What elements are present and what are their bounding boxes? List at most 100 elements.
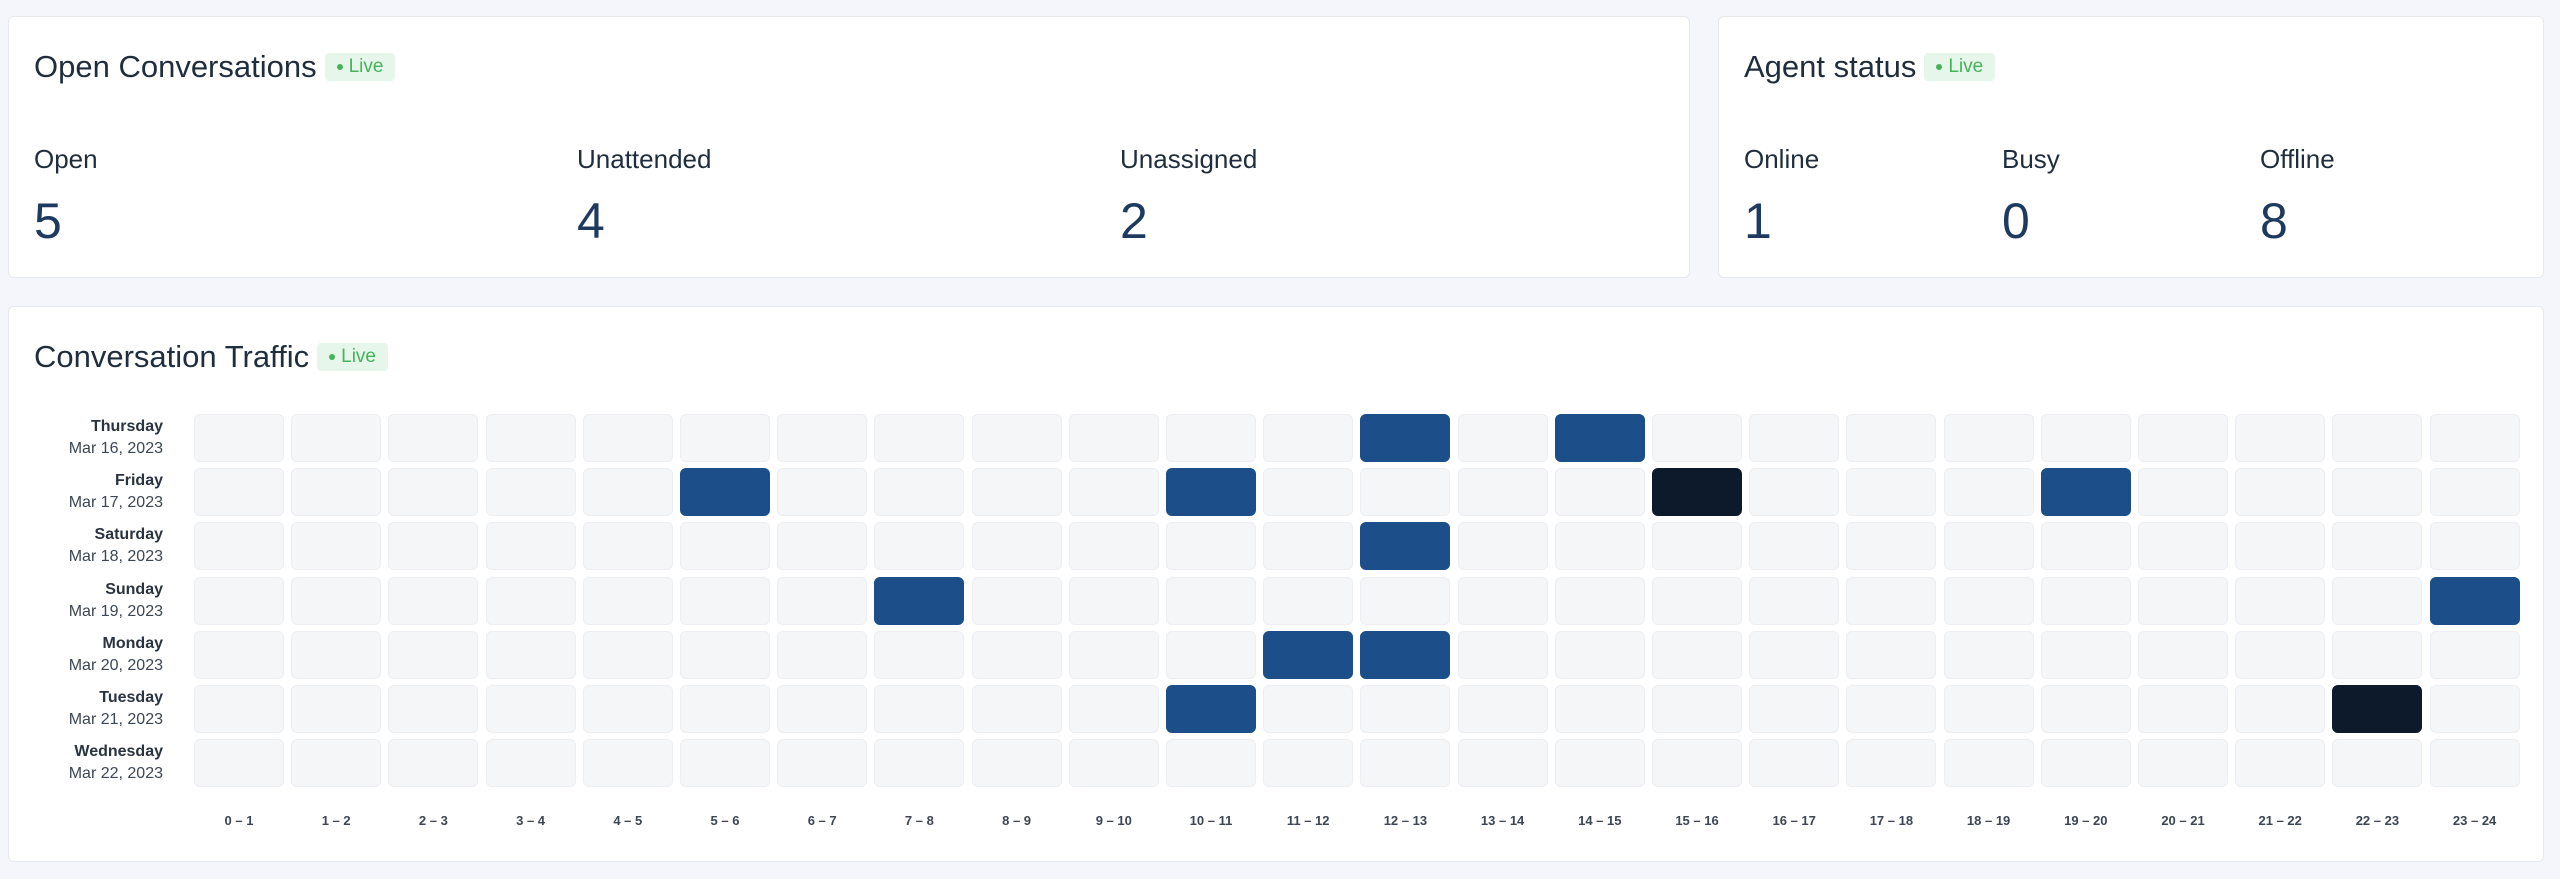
heatmap-cell[interactable] xyxy=(680,630,770,679)
heatmap-cell[interactable] xyxy=(1943,739,2034,788)
heatmap-cell[interactable] xyxy=(1166,630,1256,679)
heatmap-cell[interactable] xyxy=(1068,414,1159,462)
heatmap-cell[interactable] xyxy=(2429,739,2520,788)
heatmap-cell[interactable] xyxy=(1652,576,1742,625)
heatmap-cell[interactable] xyxy=(1457,468,1548,517)
heatmap-cell[interactable] xyxy=(582,414,673,462)
heatmap-cell[interactable] xyxy=(1263,685,1354,733)
heatmap-cell[interactable] xyxy=(1068,685,1159,733)
heatmap-cell[interactable] xyxy=(1263,630,1354,679)
heatmap-cell[interactable] xyxy=(2429,685,2520,733)
heatmap-cell[interactable] xyxy=(2332,576,2423,625)
heatmap-cell[interactable] xyxy=(777,468,868,517)
heatmap-cell[interactable] xyxy=(1457,522,1548,571)
heatmap-cell[interactable] xyxy=(388,522,479,571)
heatmap-cell[interactable] xyxy=(1166,414,1256,462)
heatmap-cell[interactable] xyxy=(874,414,965,462)
heatmap-cell[interactable] xyxy=(2138,739,2228,788)
heatmap-cell[interactable] xyxy=(582,468,673,517)
heatmap-cell[interactable] xyxy=(2040,414,2131,462)
heatmap-cell[interactable] xyxy=(777,522,868,571)
heatmap-cell[interactable] xyxy=(2235,522,2326,571)
heatmap-cell[interactable] xyxy=(2332,414,2423,462)
heatmap-cell[interactable] xyxy=(2235,630,2326,679)
heatmap-cell[interactable] xyxy=(388,685,479,733)
heatmap-cell[interactable] xyxy=(874,739,965,788)
heatmap-cell[interactable] xyxy=(1749,522,1840,571)
heatmap-cell[interactable] xyxy=(1263,414,1354,462)
heatmap-cell[interactable] xyxy=(1652,630,1742,679)
heatmap-cell[interactable] xyxy=(194,468,284,517)
heatmap-cell[interactable] xyxy=(1360,739,1451,788)
heatmap-cell[interactable] xyxy=(1846,685,1937,733)
heatmap-cell[interactable] xyxy=(2040,522,2131,571)
heatmap-cell[interactable] xyxy=(1554,414,1645,462)
heatmap-cell[interactable] xyxy=(2138,468,2228,517)
heatmap-cell[interactable] xyxy=(1846,739,1937,788)
heatmap-cell[interactable] xyxy=(1749,739,1840,788)
heatmap-cell[interactable] xyxy=(485,468,576,517)
heatmap-cell[interactable] xyxy=(388,468,479,517)
heatmap-cell[interactable] xyxy=(2332,468,2423,517)
heatmap-cell[interactable] xyxy=(388,630,479,679)
heatmap-cell[interactable] xyxy=(2138,630,2228,679)
heatmap-cell[interactable] xyxy=(2040,739,2131,788)
heatmap-cell[interactable] xyxy=(777,630,868,679)
heatmap-cell[interactable] xyxy=(485,576,576,625)
heatmap-cell[interactable] xyxy=(874,576,965,625)
heatmap-cell[interactable] xyxy=(1263,739,1354,788)
heatmap-cell[interactable] xyxy=(1457,739,1548,788)
heatmap-cell[interactable] xyxy=(971,414,1062,462)
heatmap-cell[interactable] xyxy=(971,468,1062,517)
heatmap-cell[interactable] xyxy=(1749,414,1840,462)
heatmap-cell[interactable] xyxy=(1068,468,1159,517)
heatmap-cell[interactable] xyxy=(194,576,284,625)
heatmap-cell[interactable] xyxy=(777,576,868,625)
heatmap-cell[interactable] xyxy=(194,685,284,733)
heatmap-cell[interactable] xyxy=(582,630,673,679)
heatmap-cell[interactable] xyxy=(1166,468,1256,517)
heatmap-cell[interactable] xyxy=(2332,739,2423,788)
heatmap-cell[interactable] xyxy=(2138,576,2228,625)
heatmap-cell[interactable] xyxy=(680,685,770,733)
heatmap-cell[interactable] xyxy=(582,576,673,625)
heatmap-cell[interactable] xyxy=(1554,739,1645,788)
heatmap-cell[interactable] xyxy=(1652,468,1742,517)
heatmap-cell[interactable] xyxy=(1457,414,1548,462)
heatmap-cell[interactable] xyxy=(971,630,1062,679)
heatmap-cell[interactable] xyxy=(1360,468,1451,517)
heatmap-cell[interactable] xyxy=(1652,414,1742,462)
heatmap-cell[interactable] xyxy=(1846,468,1937,517)
heatmap-cell[interactable] xyxy=(1166,522,1256,571)
heatmap-cell[interactable] xyxy=(971,739,1062,788)
heatmap-cell[interactable] xyxy=(2040,576,2131,625)
heatmap-cell[interactable] xyxy=(1554,576,1645,625)
heatmap-cell[interactable] xyxy=(777,685,868,733)
heatmap-cell[interactable] xyxy=(194,630,284,679)
heatmap-cell[interactable] xyxy=(2040,630,2131,679)
heatmap-cell[interactable] xyxy=(2332,685,2423,733)
heatmap-cell[interactable] xyxy=(485,522,576,571)
heatmap-cell[interactable] xyxy=(971,522,1062,571)
heatmap-cell[interactable] xyxy=(874,522,965,571)
heatmap-cell[interactable] xyxy=(291,739,382,788)
heatmap-cell[interactable] xyxy=(1652,522,1742,571)
heatmap-cell[interactable] xyxy=(2429,522,2520,571)
heatmap-cell[interactable] xyxy=(1749,685,1840,733)
heatmap-cell[interactable] xyxy=(1068,522,1159,571)
heatmap-cell[interactable] xyxy=(388,739,479,788)
heatmap-cell[interactable] xyxy=(485,630,576,679)
heatmap-cell[interactable] xyxy=(777,414,868,462)
heatmap-cell[interactable] xyxy=(1846,414,1937,462)
heatmap-cell[interactable] xyxy=(2429,576,2520,625)
heatmap-cell[interactable] xyxy=(1263,522,1354,571)
heatmap-cell[interactable] xyxy=(1749,468,1840,517)
heatmap-cell[interactable] xyxy=(1263,468,1354,517)
heatmap-cell[interactable] xyxy=(1943,576,2034,625)
heatmap-cell[interactable] xyxy=(680,739,770,788)
heatmap-cell[interactable] xyxy=(291,685,382,733)
heatmap-cell[interactable] xyxy=(971,685,1062,733)
heatmap-cell[interactable] xyxy=(874,630,965,679)
heatmap-cell[interactable] xyxy=(194,414,284,462)
heatmap-cell[interactable] xyxy=(2332,522,2423,571)
